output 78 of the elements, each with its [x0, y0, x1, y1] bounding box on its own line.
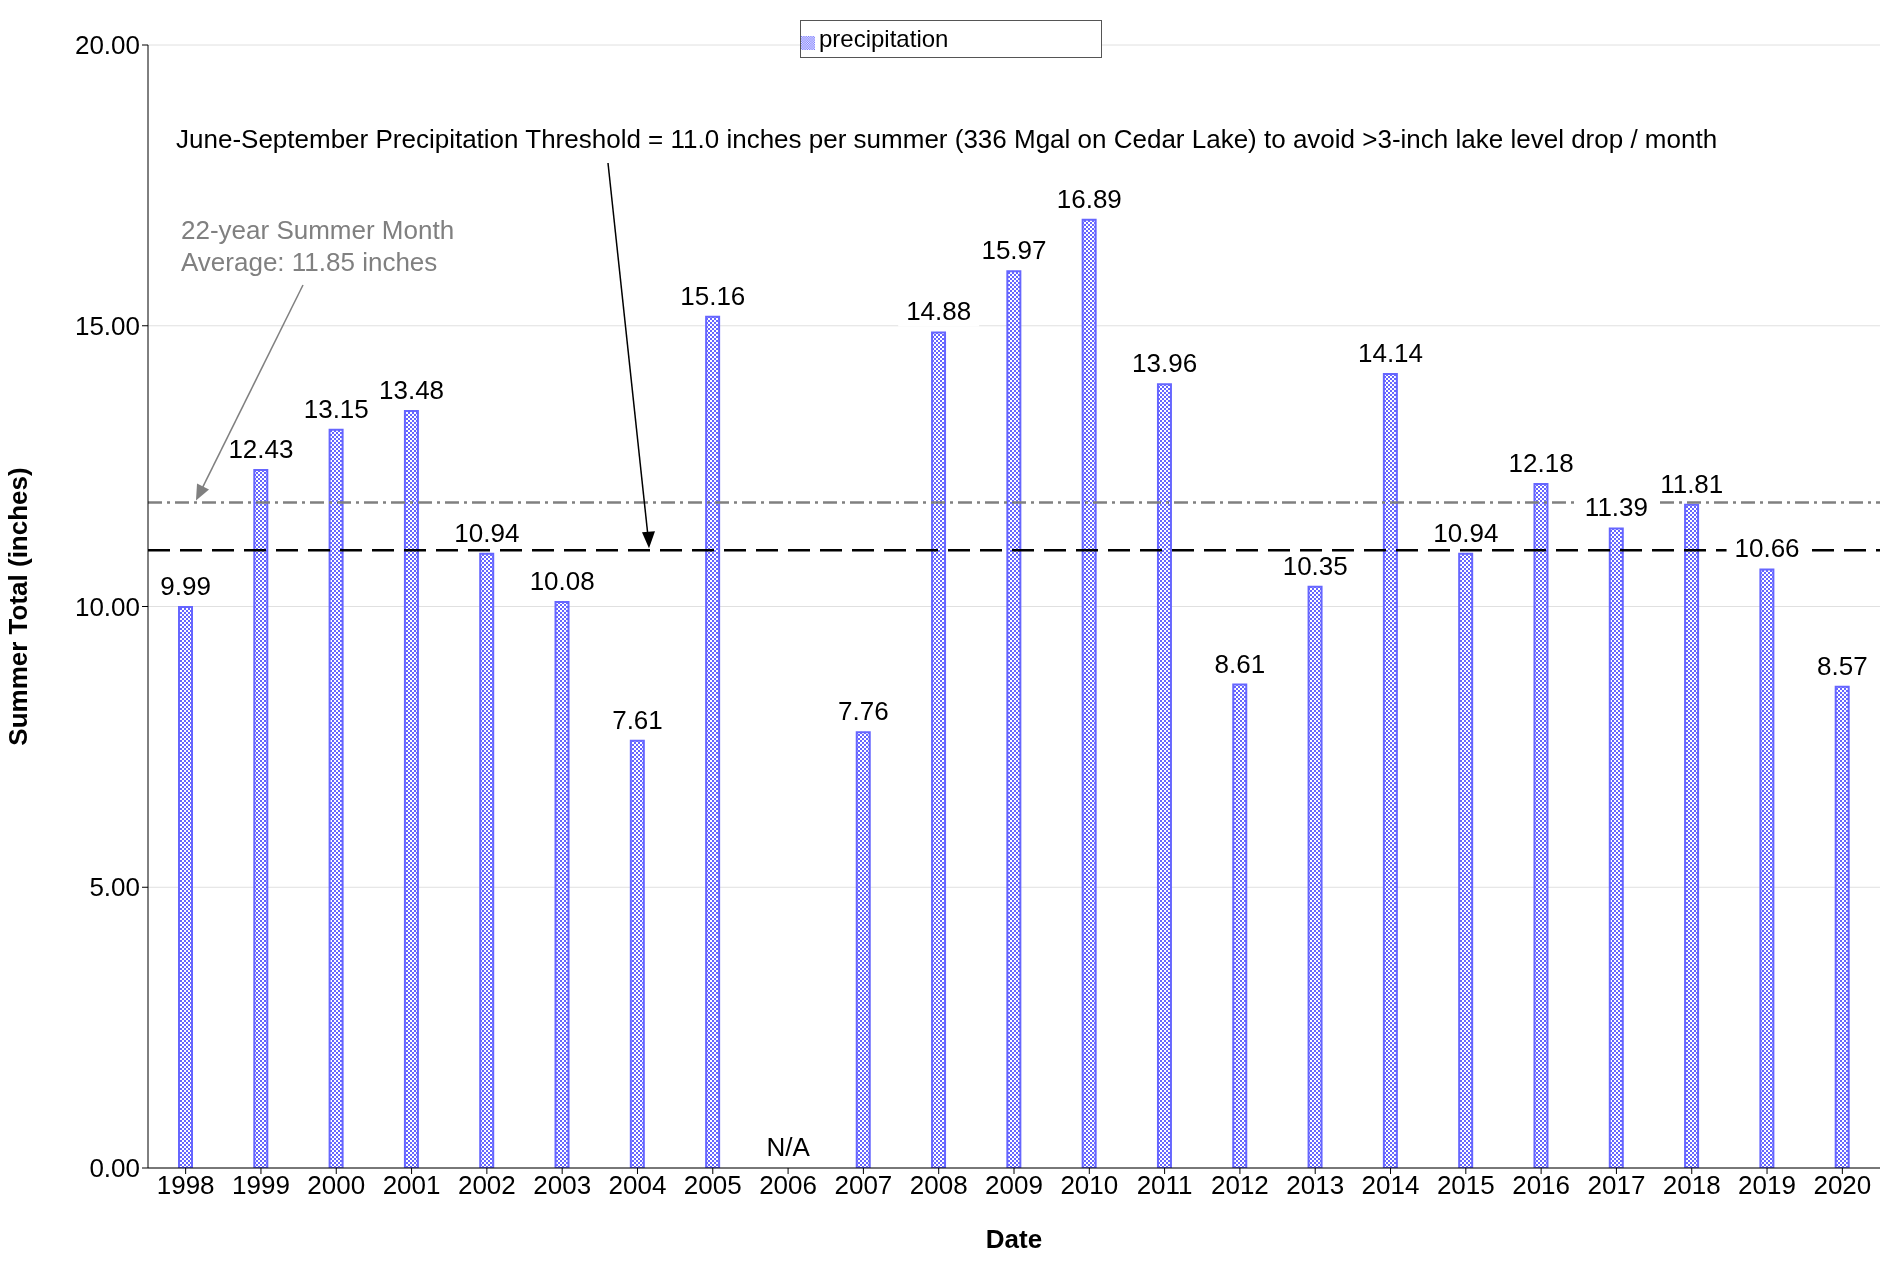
bar — [629, 739, 645, 1168]
x-tick-label: 2001 — [382, 1170, 441, 1201]
x-tick-label: 2010 — [1060, 1170, 1119, 1201]
bar — [1533, 483, 1549, 1168]
data-label: 13.96 — [1132, 348, 1198, 379]
legend-label: precipitation — [819, 25, 949, 52]
x-tick-label: 2003 — [533, 1170, 592, 1201]
bar — [931, 331, 947, 1168]
x-tick-label: 2007 — [834, 1170, 893, 1201]
bar — [178, 606, 193, 1168]
x-tick-label: 2004 — [608, 1170, 667, 1201]
data-label: 13.15 — [303, 393, 369, 424]
x-tick-label: 2020 — [1813, 1170, 1872, 1201]
x-tick-label: 2019 — [1738, 1170, 1796, 1201]
y-tick-label: 10.00 — [74, 591, 140, 622]
bar — [1834, 685, 1850, 1168]
data-label: 9.99 — [160, 571, 211, 602]
x-tick-label: 2015 — [1436, 1170, 1495, 1201]
bar — [1382, 373, 1398, 1168]
x-tick-label: 2016 — [1512, 1170, 1571, 1201]
bar — [1006, 270, 1022, 1168]
bar — [479, 552, 495, 1168]
text: N/A — [766, 1132, 810, 1162]
data-label: 12.18 — [1508, 448, 1574, 479]
data-label: 15.16 — [680, 280, 746, 311]
x-tick-label: 2011 — [1136, 1170, 1193, 1201]
data-label: 10.08 — [529, 566, 595, 597]
data-label: 7.61 — [612, 704, 663, 735]
bar — [1156, 383, 1172, 1168]
data-label: 14.88 — [906, 296, 972, 327]
data-label: 13.48 — [379, 375, 445, 406]
data-label: 8.57 — [1817, 650, 1868, 681]
bar — [1081, 218, 1097, 1168]
bar — [1232, 683, 1248, 1168]
y-tick-label: 5.00 — [89, 872, 140, 903]
y-tick-label: 15.00 — [74, 310, 140, 341]
x-tick-label: 2008 — [909, 1170, 968, 1201]
x-axis-title: Date — [985, 1224, 1043, 1254]
x-tick-label: 2000 — [307, 1170, 366, 1201]
x-tick-label: 2017 — [1587, 1170, 1646, 1201]
annotation: June-September Precipitation Threshold = 11.0 inches per summer (336 Mgal on Cedar Lake) to avoid >3-inch lake level drop / month — [176, 124, 1718, 154]
bar — [328, 428, 344, 1168]
x-tick-label: 1998 — [156, 1170, 215, 1201]
x-tick-label: 2005 — [683, 1170, 742, 1201]
data-label: 16.89 — [1056, 183, 1122, 214]
x-tick-label: 2009 — [985, 1170, 1043, 1201]
data-label: 10.66 — [1734, 533, 1800, 564]
x-tick-label: 2002 — [457, 1170, 516, 1201]
bar — [1307, 585, 1323, 1168]
data-label: 11.39 — [1584, 492, 1649, 523]
y-tick-label: 20.00 — [74, 30, 140, 61]
data-label: 15.97 — [981, 235, 1047, 266]
bar — [403, 410, 419, 1168]
annotation: 22-year Summer Month Average: 11.85 inches — [181, 215, 455, 277]
data-label: 10.35 — [1282, 550, 1348, 581]
x-tick-label: 2006 — [759, 1170, 818, 1201]
data-label: 10.94 — [454, 517, 520, 548]
bar — [554, 601, 570, 1168]
data-label: 14.14 — [1357, 338, 1424, 369]
bar — [1608, 527, 1624, 1168]
x-tick-label: 2012 — [1210, 1170, 1269, 1201]
bar — [1684, 503, 1700, 1168]
bar — [253, 469, 269, 1168]
data-label: 8.61 — [1214, 648, 1266, 679]
bar — [705, 315, 721, 1168]
x-tick-label: 2013 — [1286, 1170, 1345, 1201]
x-tick-label: 1999 — [232, 1170, 290, 1201]
bar — [1759, 568, 1775, 1168]
data-label: 12.43 — [228, 434, 294, 465]
data-label: 11.81 — [1660, 468, 1724, 499]
x-tick-label: 2018 — [1662, 1170, 1721, 1201]
data-label: 10.94 — [1433, 517, 1499, 548]
y-tick-label: 0.00 — [89, 1153, 140, 1184]
data-label: 7.76 — [838, 696, 889, 727]
bar — [1458, 552, 1474, 1168]
x-tick-label: 2014 — [1361, 1170, 1420, 1201]
y-axis-title: Summer Total (inches) — [3, 467, 34, 746]
bar — [855, 731, 871, 1168]
